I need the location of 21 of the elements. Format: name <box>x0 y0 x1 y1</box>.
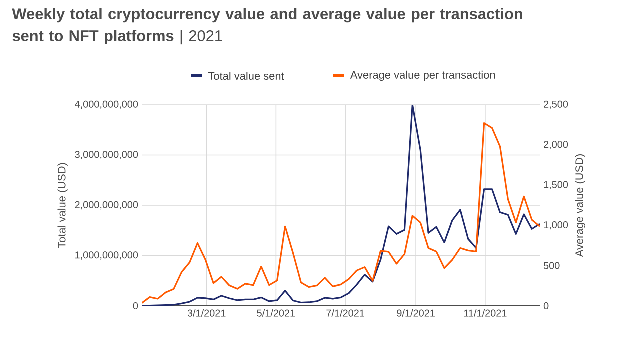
y2-axis-title: Average value (USD) <box>575 154 586 258</box>
y2-tick-label: 0 <box>544 302 549 310</box>
y-tick-label: 2,000,000,000 <box>75 201 138 210</box>
x-tick-label: 11/1/2021 <box>464 310 507 317</box>
y-tick-label: 0 <box>133 302 138 310</box>
y-axis-title: Total value (USD) <box>58 163 68 248</box>
chart-title: Weekly total cryptocurrency value and average value per transaction sent to NFT platforms | 2021 <box>12 8 522 45</box>
legend-label: Total value sent <box>208 72 284 80</box>
y2-tick-label: 2,500 <box>544 100 568 110</box>
y2-tick-label: 500 <box>544 262 560 270</box>
y2-tick-label: 2,000 <box>544 141 568 150</box>
y-tick-label: 3,000,000,000 <box>75 151 138 160</box>
x-tick-label: 5/1/2021 <box>257 310 296 317</box>
x-tick-label: 3/1/2021 <box>188 310 226 317</box>
x-tick-label: 9/1/2021 <box>397 310 435 317</box>
y2-tick-label: 1,000 <box>544 221 568 230</box>
y-tick-label: 4,000,000,000 <box>75 100 138 110</box>
y-tick-label: 1,000,000,000 <box>76 252 138 260</box>
y2-tick-label: 1,500 <box>544 181 568 190</box>
x-tick-label: 7/1/2021 <box>326 310 364 317</box>
legend-label: Average value per transaction <box>350 70 496 82</box>
